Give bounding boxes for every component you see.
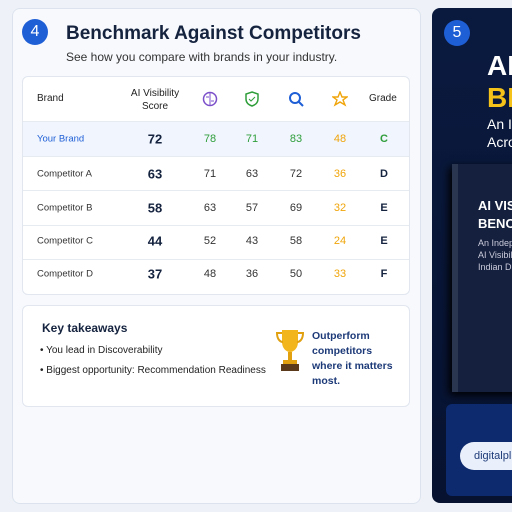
row	[23, 121, 409, 156]
takeaways-card	[22, 305, 410, 407]
step-badge: 4	[22, 19, 48, 45]
book-text: An Indep	[478, 238, 512, 248]
score-cell: 58	[289, 235, 303, 247]
brand-name: Competitor D	[37, 268, 93, 280]
metric-icon	[288, 91, 304, 113]
text: Acro	[487, 134, 512, 150]
next-panel: 5 AI BE An Ir Acro AI VIS BENC An Indep …	[432, 8, 512, 503]
score-cell: 57	[245, 202, 259, 214]
score-cell: 37	[147, 266, 163, 282]
table: Brand AI Visibility Score Grade Your Brand 7…	[22, 76, 410, 295]
score-cell: E	[380, 202, 388, 214]
score-cell: 36	[333, 168, 347, 180]
score-cell: 32	[333, 202, 347, 214]
score-cell: C	[380, 133, 388, 145]
score-cell: 33	[333, 268, 347, 280]
score-cell: 71	[203, 168, 217, 180]
score-cell: 43	[245, 235, 259, 247]
text: An Ir	[487, 116, 512, 132]
score-cell: 63	[245, 168, 259, 180]
score-cell: F	[380, 268, 388, 280]
header-cell: Grade	[369, 93, 397, 104]
book-title: AI VIS	[478, 198, 512, 213]
trophy-icon	[276, 330, 304, 371]
heading: BE	[487, 82, 512, 113]
score-cell: D	[380, 168, 388, 180]
score-cell: 72	[289, 168, 303, 180]
book-text: Indian D	[478, 262, 512, 272]
metric-icon	[202, 91, 218, 113]
metric-icon	[330, 90, 350, 113]
heading: AI	[487, 50, 512, 81]
bullet: • Biggest opportunity: Recommendation Re…	[40, 365, 266, 376]
score-cell: 24	[333, 235, 347, 247]
header-cell: Brand	[37, 93, 64, 104]
bullet-text: Biggest opportunity: Recommendation Read…	[46, 365, 266, 376]
book-title: BENC	[478, 216, 512, 231]
book-text: AI Visibili	[478, 250, 512, 260]
score-cell: 58	[147, 200, 163, 216]
metric-icon	[244, 91, 260, 113]
row	[23, 224, 409, 260]
score-cell: 36	[245, 268, 259, 280]
row	[23, 259, 409, 294]
score-cell: 63	[147, 166, 163, 182]
score-cell: 63	[203, 202, 217, 214]
brand-name: Competitor C	[37, 235, 93, 247]
row	[23, 190, 409, 225]
callout: Outperform competitors where it matters …	[312, 330, 393, 387]
step-badge: 5	[444, 20, 470, 46]
bullet: • You lead in Discoverability	[40, 345, 163, 356]
title: Benchmark Against Competitors	[66, 23, 361, 44]
brand-name: Competitor B	[37, 202, 93, 214]
subtitle: See how you compare with brands in your …	[66, 50, 338, 64]
score-cell: 72	[147, 131, 163, 147]
brand-name: Competitor A	[37, 168, 92, 180]
score-cell: 44	[147, 233, 163, 249]
link[interactable]: digitalpl	[460, 442, 512, 470]
score-cell: 48	[203, 268, 217, 280]
brand-name: Your Brand	[37, 133, 85, 145]
score-cell: 83	[289, 133, 303, 145]
score-cell: 48	[333, 133, 347, 145]
score-cell: 71	[245, 133, 259, 145]
header-cell: AI Visibility Score	[130, 88, 180, 112]
row	[23, 155, 409, 191]
book: AI VIS BENC An Indep AI Visibili Indian …	[452, 164, 512, 392]
score-cell: 52	[203, 235, 217, 247]
takeaways-title: Key takeaways	[42, 321, 128, 335]
score-cell: 69	[289, 202, 303, 214]
score-cell: 50	[289, 268, 303, 280]
score-cell: 78	[203, 133, 217, 145]
score-cell: E	[380, 235, 388, 247]
bullet-text: You lead in Discoverability	[46, 345, 163, 356]
